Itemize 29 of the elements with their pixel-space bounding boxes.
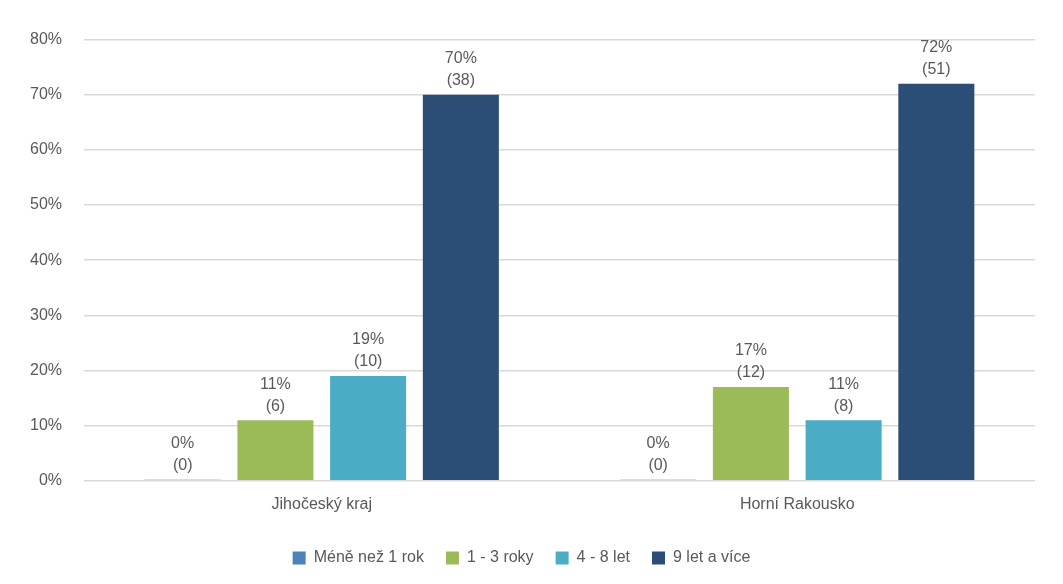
- data-label: 11% (8): [828, 374, 860, 414]
- data-label: 11% (6): [259, 374, 291, 414]
- data-label: 0% (0): [646, 434, 670, 474]
- data-label: 19% (10): [352, 330, 385, 370]
- data-label: 17% (12): [734, 341, 767, 381]
- y-tick-label: 20%: [29, 360, 63, 378]
- bar: [237, 420, 314, 481]
- y-tick-label: 50%: [29, 195, 63, 213]
- y-tick-label: 70%: [29, 85, 63, 103]
- data-label: 70% (38): [444, 49, 477, 89]
- data-label: 72% (51): [920, 38, 953, 78]
- legend-label: 1 - 3 roky: [466, 548, 534, 566]
- bar: [898, 83, 975, 481]
- bar: [805, 420, 882, 481]
- y-tick-label: 40%: [29, 250, 63, 268]
- x-tick-label: Horní Rakousko: [739, 494, 855, 512]
- y-tick-label: 30%: [29, 305, 63, 323]
- y-tick-label: 80%: [29, 30, 63, 48]
- legend-label: Méně než 1 rok: [313, 548, 425, 566]
- legend-label: 4 - 8 let: [576, 548, 631, 566]
- bar: [330, 376, 407, 481]
- bar: [712, 387, 789, 481]
- x-tick-label: Jihočeský kraj: [271, 494, 373, 512]
- y-tick-label: 0%: [38, 471, 63, 489]
- y-tick-label: 60%: [29, 140, 63, 158]
- y-tick-label: 10%: [29, 416, 63, 434]
- bar: [422, 94, 499, 481]
- data-label: 0% (0): [171, 434, 195, 474]
- legend-label: 9 let a více: [672, 548, 751, 566]
